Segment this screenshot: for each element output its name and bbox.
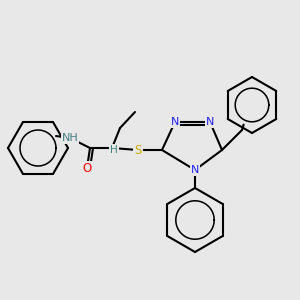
Text: O: O [82, 161, 91, 175]
Text: N: N [171, 117, 179, 127]
Text: S: S [134, 143, 142, 157]
Text: NH: NH [61, 133, 78, 143]
Text: H: H [110, 145, 118, 155]
Text: N: N [191, 165, 199, 175]
Text: N: N [206, 117, 214, 127]
